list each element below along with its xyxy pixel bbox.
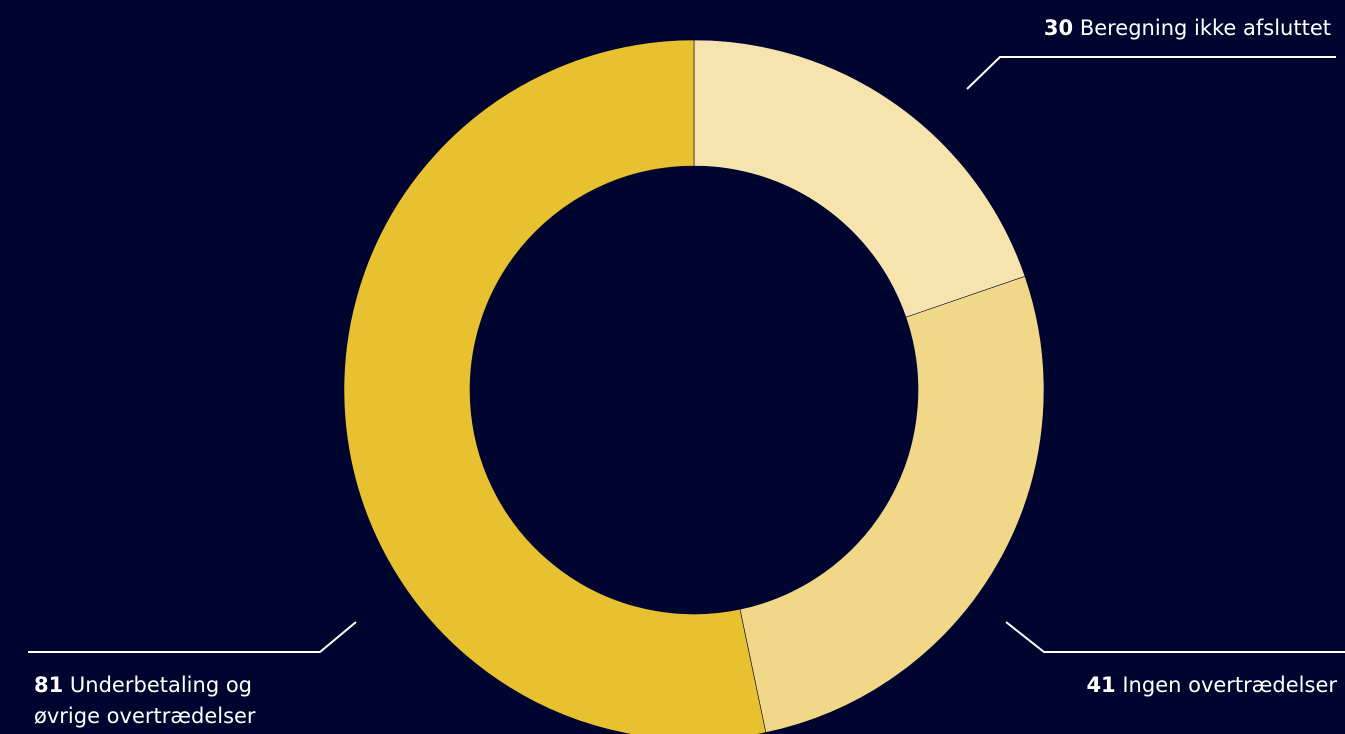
data-label-text-line1: Underbetaling og <box>69 673 253 697</box>
slice-beregning <box>693 39 1026 318</box>
data-label-underbetaling: 81 Underbetaling og øvrige overtrædelser <box>34 670 256 732</box>
data-label-text: Ingen overtrædelser <box>1122 673 1337 697</box>
data-label-text: Beregning ikke afsluttet <box>1079 16 1331 40</box>
data-label-value: 41 <box>1086 673 1116 697</box>
data-label-text-line2: øvrige overtrædelser <box>34 704 256 728</box>
donut-slices <box>343 39 1045 734</box>
data-label-beregning: 30 Beregning ikke afsluttet <box>1044 13 1331 44</box>
slice-ingen <box>739 275 1045 733</box>
data-label-value: 81 <box>34 673 64 697</box>
leader-line-underbetaling <box>28 621 357 653</box>
data-label-value: 30 <box>1043 16 1074 40</box>
slice-underbetaling <box>343 39 767 734</box>
leader-line-ingen <box>1005 621 1345 653</box>
data-label-ingen: 41 Ingen overtrædelser <box>1086 670 1337 701</box>
leader-lines <box>28 56 1345 653</box>
leader-line-beregning <box>966 56 1336 90</box>
